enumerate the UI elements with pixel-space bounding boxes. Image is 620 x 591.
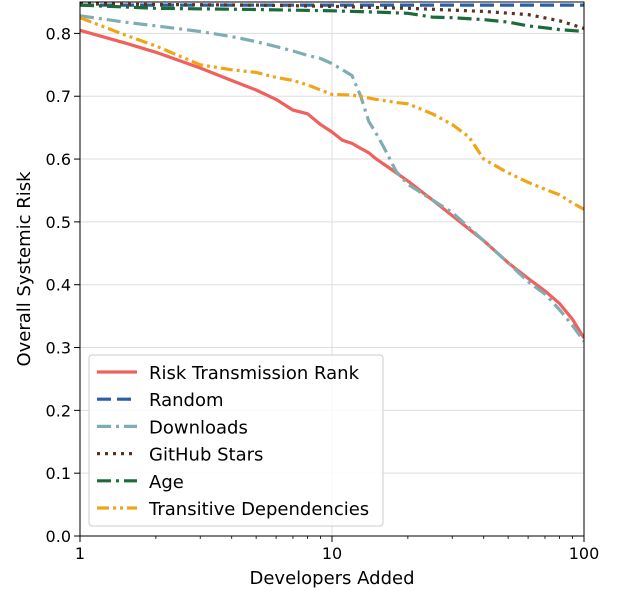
series-line-5 — [80, 3, 584, 34]
y-tick-label: 0.8 — [46, 24, 71, 43]
y-tick-label: 0.7 — [46, 87, 71, 106]
legend-label: Age — [149, 472, 184, 493]
legend-box — [88, 354, 384, 527]
legend-entry-3: Downloads — [97, 417, 248, 438]
legend-label: Random — [149, 390, 224, 411]
y-axis-label: Overall Systemic Risk — [14, 171, 35, 367]
y-tick-label: 0.0 — [46, 527, 71, 546]
y-tick-label: 0.3 — [46, 339, 71, 358]
x-tick-label: 100 — [569, 544, 600, 563]
legend-entry-1: Risk Transmission Rank — [97, 363, 360, 384]
legend-label: Transitive Dependencies — [148, 499, 369, 520]
legend-entry-5: Age — [97, 472, 184, 493]
y-tick-label: 0.5 — [46, 213, 71, 232]
series-line-6 — [80, 16, 584, 211]
legend: Risk Transmission Rank Random Downloads Git… — [88, 354, 384, 527]
legend-entry-6: Transitive Dependencies — [97, 499, 369, 520]
legend-label: GitHub Stars — [149, 445, 263, 466]
y-tick-label: 0.4 — [46, 276, 71, 295]
legend-entry-2: Random — [97, 390, 224, 411]
axis-ticks: 0.0 0.1 0.2 0.3 0.4 0.5 0.6 0.7 0.8 1 10 100 — [46, 24, 600, 563]
series-line-3 — [80, 14, 584, 343]
x-tick-label: 10 — [322, 544, 342, 563]
x-tick-label: 1 — [75, 544, 85, 563]
y-tick-label: 0.1 — [46, 464, 71, 483]
legend-entry-4: GitHub Stars — [97, 445, 263, 466]
series-lines — [80, 2, 584, 343]
x-axis-label: Developers Added — [249, 568, 414, 589]
legend-label: Downloads — [149, 417, 248, 438]
y-tick-label: 0.6 — [46, 150, 71, 169]
y-tick-label: 0.2 — [46, 401, 71, 420]
legend-label: Risk Transmission Rank — [149, 363, 360, 384]
